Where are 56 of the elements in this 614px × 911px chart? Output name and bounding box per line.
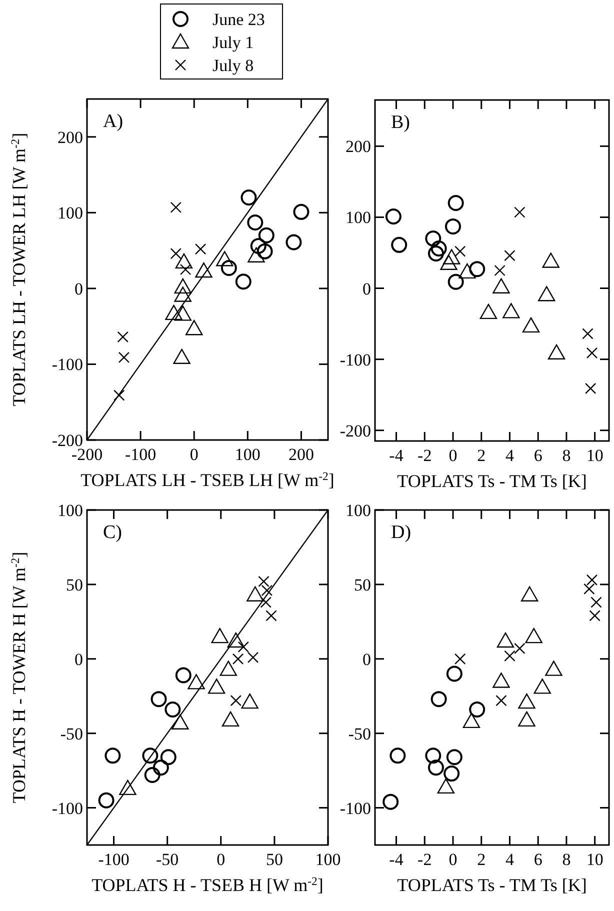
y-tick-label: 100 <box>58 204 83 223</box>
x-tick-label: 4 <box>505 850 514 869</box>
x-tick-label: 2 <box>477 446 486 465</box>
x-tick-label: 0 <box>190 445 198 464</box>
y-tick-label: 200 <box>58 128 83 147</box>
y-tick-label: -100 <box>340 350 371 370</box>
x-tick-label: -50 <box>156 850 179 869</box>
x-axis-title: TOPLATS LH - TSEB LH [W m$^{-2}$] <box>80 470 334 490</box>
legend-label: July 1 <box>212 33 254 52</box>
x-tick-label: 10 <box>586 850 604 869</box>
y-tick-label: -50 <box>348 724 371 744</box>
text: D) <box>391 522 412 543</box>
x-axis-title: TOPLATS Ts - TM Ts [K] <box>397 875 587 895</box>
x-tick-label: -2 <box>418 446 432 465</box>
y-tick-label: -50 <box>60 724 83 744</box>
x-tick-label: -100 <box>98 850 130 869</box>
y-tick-label: 100 <box>58 501 83 520</box>
x-tick-label: -4 <box>389 850 404 869</box>
y-tick-label: 100 <box>346 501 371 520</box>
x-tick-label: 8 <box>562 850 571 869</box>
y-tick-label: -100 <box>52 355 83 374</box>
x-tick-label: 6 <box>534 850 542 869</box>
x-tick-label: 0 <box>448 850 458 869</box>
x-tick-label: 50 <box>266 850 283 869</box>
x-tick-label: 0 <box>216 850 226 869</box>
y-tick-label: 200 <box>346 137 371 156</box>
text: C) <box>103 522 122 543</box>
x-tick-label: 0 <box>448 446 458 465</box>
y-tick-label: 100 <box>346 208 371 228</box>
y-tick-label: -100 <box>52 798 83 818</box>
x-tick-label: 4 <box>505 446 514 465</box>
y-tick-label: 0 <box>362 650 371 669</box>
x-axis-title: TOPLATS Ts - TM Ts [K] <box>397 471 587 491</box>
x-tick-label: 8 <box>562 446 571 465</box>
x-tick-label: -4 <box>389 446 404 465</box>
y-tick-label: 50 <box>66 575 83 594</box>
x-tick-label: 100 <box>315 850 341 869</box>
x-tick-label: -100 <box>124 445 156 464</box>
legend-label: June 23 <box>212 10 265 29</box>
x-tick-label: 6 <box>534 446 542 465</box>
x-tick-label: -2 <box>418 850 432 869</box>
y-tick-label: 0 <box>74 650 83 669</box>
y-tick-label: -200 <box>340 421 371 440</box>
y-tick-label: -100 <box>340 798 371 818</box>
x-tick-label: 100 <box>234 445 260 464</box>
text: B) <box>391 112 410 133</box>
y-tick-label: 0 <box>362 279 371 298</box>
x-tick-label: 10 <box>586 446 604 465</box>
x-tick-label: 200 <box>288 445 314 464</box>
text: A) <box>103 111 124 132</box>
legend-label: July 8 <box>212 56 254 75</box>
y-tick-label: -200 <box>52 431 83 450</box>
y-tick-label: 0 <box>74 279 83 298</box>
x-axis-title: TOPLATS H - TSEB H [W m$^{-2}$] <box>92 874 324 895</box>
x-tick-label: 2 <box>477 850 486 869</box>
y-tick-label: 50 <box>354 575 371 594</box>
